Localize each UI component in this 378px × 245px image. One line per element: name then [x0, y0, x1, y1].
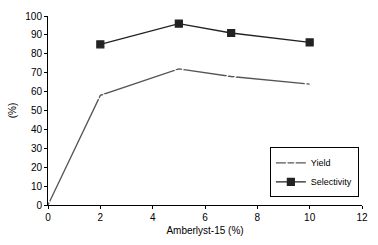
svg-text:8: 8 — [255, 212, 261, 223]
svg-text:2: 2 — [98, 212, 104, 223]
svg-text:70: 70 — [31, 67, 43, 78]
svg-text:0: 0 — [36, 200, 42, 211]
svg-text:60: 60 — [31, 86, 43, 97]
svg-text:20: 20 — [31, 162, 43, 173]
svg-text:10: 10 — [304, 212, 316, 223]
svg-text:30: 30 — [31, 143, 43, 154]
svg-text:Selectivity: Selectivity — [311, 177, 352, 187]
svg-text:6: 6 — [202, 212, 208, 223]
svg-text:40: 40 — [31, 124, 43, 135]
svg-text:(%): (%) — [7, 103, 18, 119]
svg-text:10: 10 — [31, 181, 43, 192]
svg-text:Yield: Yield — [311, 158, 331, 168]
svg-text:80: 80 — [31, 48, 43, 59]
svg-text:50: 50 — [31, 105, 43, 116]
svg-text:0: 0 — [45, 212, 51, 223]
svg-text:Amberlyst-15 (%): Amberlyst-15 (%) — [166, 225, 243, 236]
svg-text:12: 12 — [356, 212, 368, 223]
svg-text:4: 4 — [150, 212, 156, 223]
svg-text:90: 90 — [31, 29, 43, 40]
svg-text:100: 100 — [25, 11, 42, 22]
